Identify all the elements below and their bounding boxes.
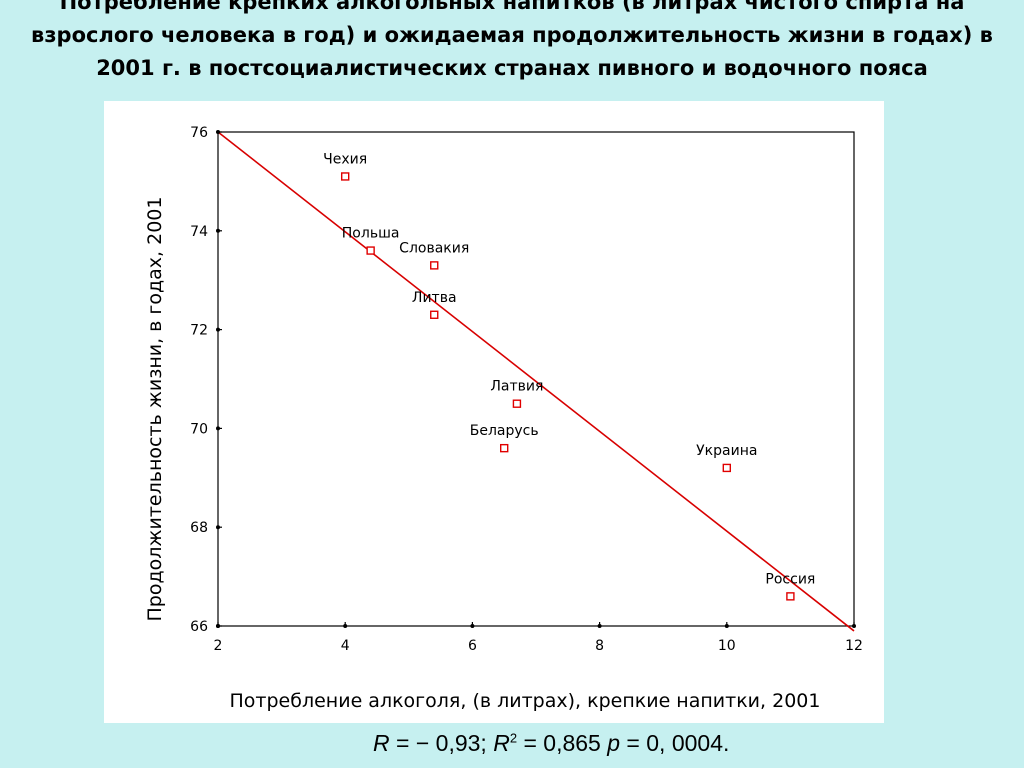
x-tick-dot bbox=[343, 624, 348, 628]
x-tick-dot bbox=[724, 624, 729, 628]
data-point bbox=[430, 261, 439, 270]
plot-area-frame bbox=[217, 131, 855, 627]
point-label: Словакия bbox=[399, 240, 469, 256]
point-label: Чехия bbox=[323, 151, 367, 167]
point-label: Россия bbox=[765, 571, 815, 587]
point-label: Польша bbox=[342, 226, 400, 242]
data-point bbox=[786, 592, 795, 601]
r2-value: = 0,865 bbox=[517, 730, 608, 756]
data-point bbox=[340, 172, 350, 181]
y-tick-dot bbox=[216, 228, 220, 233]
y-tick-dot bbox=[216, 426, 220, 431]
x-tick-label: 10 bbox=[718, 638, 736, 654]
point-label: Украина bbox=[696, 443, 757, 459]
data-point bbox=[500, 443, 509, 453]
p-symbol: p bbox=[607, 730, 621, 756]
regression-line bbox=[217, 131, 855, 632]
x-tick-label: 8 bbox=[595, 638, 604, 654]
slide-title: Потребление крепких алкогольных напитков… bbox=[31, 0, 993, 80]
y-tick-label: 68 bbox=[190, 520, 208, 536]
y-tick-label: 76 bbox=[190, 125, 208, 141]
x-tick-label: 12 bbox=[845, 638, 863, 654]
x-tick-dot bbox=[470, 624, 475, 628]
r2-exponent: 2 bbox=[509, 730, 518, 746]
y-tick-label: 72 bbox=[190, 323, 208, 339]
y-tick-dot bbox=[216, 525, 220, 530]
y-tick-dot bbox=[216, 130, 220, 134]
regression-stats: R = − 0,93; R2 = 0,865 p = 0, 0004. bbox=[373, 730, 729, 757]
data-point bbox=[366, 246, 375, 255]
y-tick-dot bbox=[216, 624, 220, 628]
x-axis-label: Потребление алкоголя, (в литрах), крепки… bbox=[230, 690, 821, 712]
p-value: = 0, 0004. bbox=[620, 730, 730, 756]
x-tick-dot bbox=[852, 624, 856, 628]
y-tick-label: 70 bbox=[190, 421, 208, 437]
r2-symbol: R bbox=[493, 730, 510, 756]
x-tick-label: 2 bbox=[214, 638, 223, 654]
y-tick-label: 74 bbox=[190, 224, 208, 240]
r-symbol: R bbox=[373, 730, 390, 756]
x-tick-label: 6 bbox=[468, 638, 477, 654]
point-label: Беларусь bbox=[470, 423, 539, 439]
x-tick-label: 4 bbox=[341, 638, 350, 654]
r-value: = − 0,93; bbox=[389, 730, 494, 756]
point-label: Латвия bbox=[490, 379, 543, 395]
point-label: Литва bbox=[412, 290, 457, 306]
data-point bbox=[430, 310, 439, 319]
data-point bbox=[722, 463, 731, 473]
y-tick-label: 66 bbox=[190, 619, 208, 635]
y-tick-dot bbox=[216, 327, 220, 332]
y-axis-label: Продолжительность жизни, в годах, 2001 bbox=[144, 197, 166, 622]
plot-panel: 2 4 6 8 10 12 66 68 70 72 74 76 Чехия Польша Словакия… bbox=[104, 101, 884, 723]
data-point bbox=[512, 399, 522, 408]
x-tick-dot bbox=[597, 624, 602, 628]
